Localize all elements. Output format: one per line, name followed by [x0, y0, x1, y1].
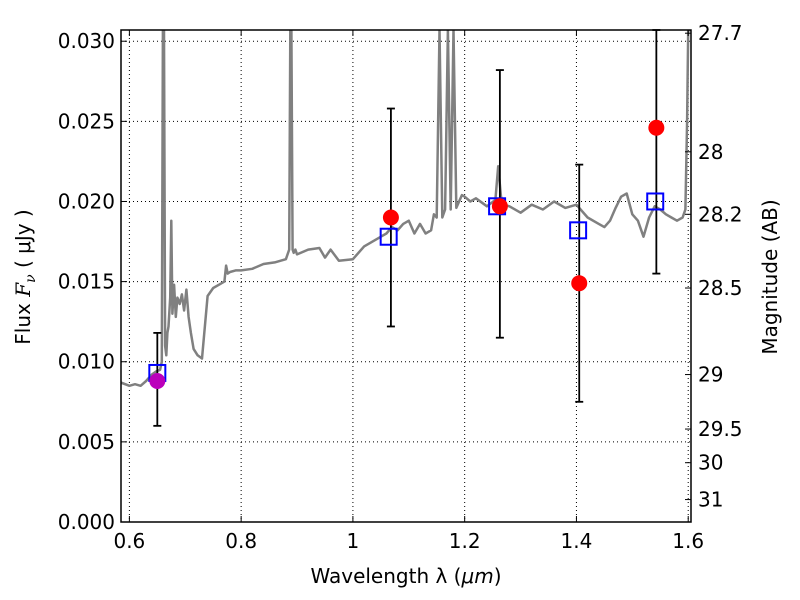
y-tick-label: 0.025 [58, 109, 115, 133]
y2-tick-label: 29 [698, 363, 723, 387]
x-tick-label: 1.6 [672, 529, 704, 553]
observed-point [382, 209, 399, 226]
x-tick-label: 1 [347, 529, 360, 553]
y-tick-label: 0.030 [58, 29, 115, 53]
y2-tick-label: 31 [698, 488, 723, 512]
x-axis-title: Wavelength λ (μm) [310, 564, 501, 588]
x-tick-label: 0.8 [225, 529, 257, 553]
spectrum-layer [121, 30, 691, 388]
model-square [569, 221, 588, 240]
y-tick-label: 0.005 [58, 430, 115, 454]
model-square [646, 192, 665, 211]
x-tick-label: 1.4 [561, 529, 593, 553]
y-axis-title: Flux Fν ( μJy ) [11, 209, 39, 344]
y-tick-label: 0.010 [58, 350, 115, 374]
y2-axis-title: Magnitude (AB) [758, 199, 782, 354]
y2-tick-label: 27.7 [698, 21, 743, 45]
plot-frame [120, 29, 692, 523]
y2-tick-label: 28 [698, 140, 723, 164]
observed-point [491, 198, 508, 215]
y-tick-label: 0.000 [58, 510, 115, 534]
x-tick-label: 1.2 [449, 529, 481, 553]
ticks-layer: 0.6 0.8 1 1.2 1.4 1.6 0.000 0.005 0.010 0.015 0.02… [58, 21, 743, 553]
y2-tick-label: 30 [698, 451, 723, 475]
model-square [379, 227, 398, 246]
marker-layer [148, 119, 665, 389]
spectrum-line [121, 30, 691, 388]
y-tick-label: 0.020 [58, 189, 115, 213]
observed-point [648, 119, 665, 136]
y2-tick-label: 28.2 [698, 202, 743, 226]
y2-tick-label: 29.5 [698, 417, 743, 441]
x-tick-label: 0.6 [113, 529, 145, 553]
y2-tick-label: 28.5 [698, 276, 743, 300]
y-tick-label: 0.015 [58, 270, 115, 294]
observed-point [149, 372, 166, 389]
observed-point [571, 275, 588, 292]
